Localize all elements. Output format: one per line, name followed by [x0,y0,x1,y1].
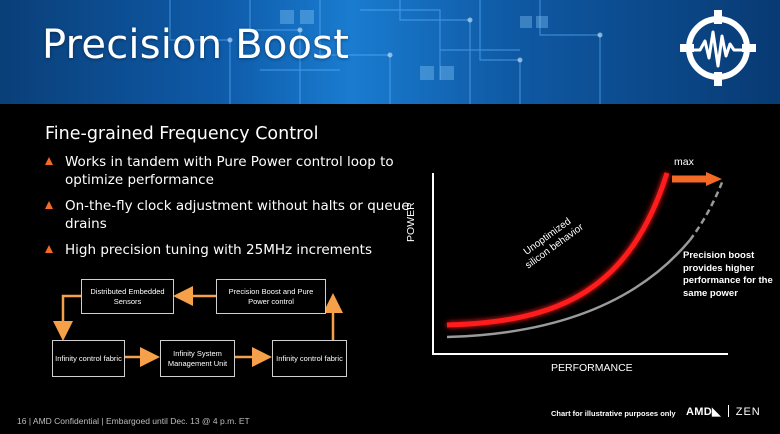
gray-curve-dashed [688,179,725,241]
bullet-list: Works in tandem with Pure Power control … [45,153,415,267]
infinity-smu-box: Infinity System Management Unit [160,340,235,377]
chart-disclaimer: Chart for illustrative purposes only [551,409,676,418]
bullet-text: High precision tuning with 25MHz increme… [65,242,372,258]
triangle-bullet-icon [45,245,53,253]
gray-curve [446,239,691,339]
brand-divider [727,405,729,417]
infinity-fabric-right-box: Infinity control fabric [272,340,347,377]
confidential-footer: 16 | AMD Confidential | Embargoed until … [17,416,250,426]
distributed-sensors-box: Distributed Embedded Sensors [81,279,174,314]
bullet-item: On-the-fly clock adjustment without halt… [45,197,415,233]
precision-boost-box: Precision Boost and Pure Power control [216,279,326,314]
infinity-fabric-left-box: Infinity control fabric [52,340,125,377]
amd-logo-text: AMD◣ [686,406,721,418]
triangle-bullet-icon [45,157,53,165]
chart-axes [432,173,728,355]
circuit-pattern-decoration [169,0,603,104]
red-curve [446,172,670,328]
bullet-text: Works in tandem with Pure Power control … [65,154,394,188]
bullet-item: Works in tandem with Pure Power control … [45,153,415,189]
header-banner: Precision Boost [0,0,780,104]
y-axis-label: POWER [405,202,417,242]
max-arrow-head [706,172,722,186]
brand-logo: AMD◣ ZEN [686,405,761,418]
max-label: max [674,156,694,168]
flow-arrow [53,294,81,341]
waveform-crosshair-logo-icon [680,10,756,86]
zen-logo-text: ZEN [735,406,761,418]
bullet-item: High precision tuning with 25MHz increme… [45,241,415,259]
chart-note: Precision boost provides higher performa… [683,250,773,299]
slide-title: Precision Boost [42,22,350,68]
section-subtitle: Fine-grained Frequency Control [45,124,319,144]
triangle-bullet-icon [45,201,53,209]
bullet-text: On-the-fly clock adjustment without halt… [65,198,410,232]
x-axis-label: PERFORMANCE [551,362,633,374]
